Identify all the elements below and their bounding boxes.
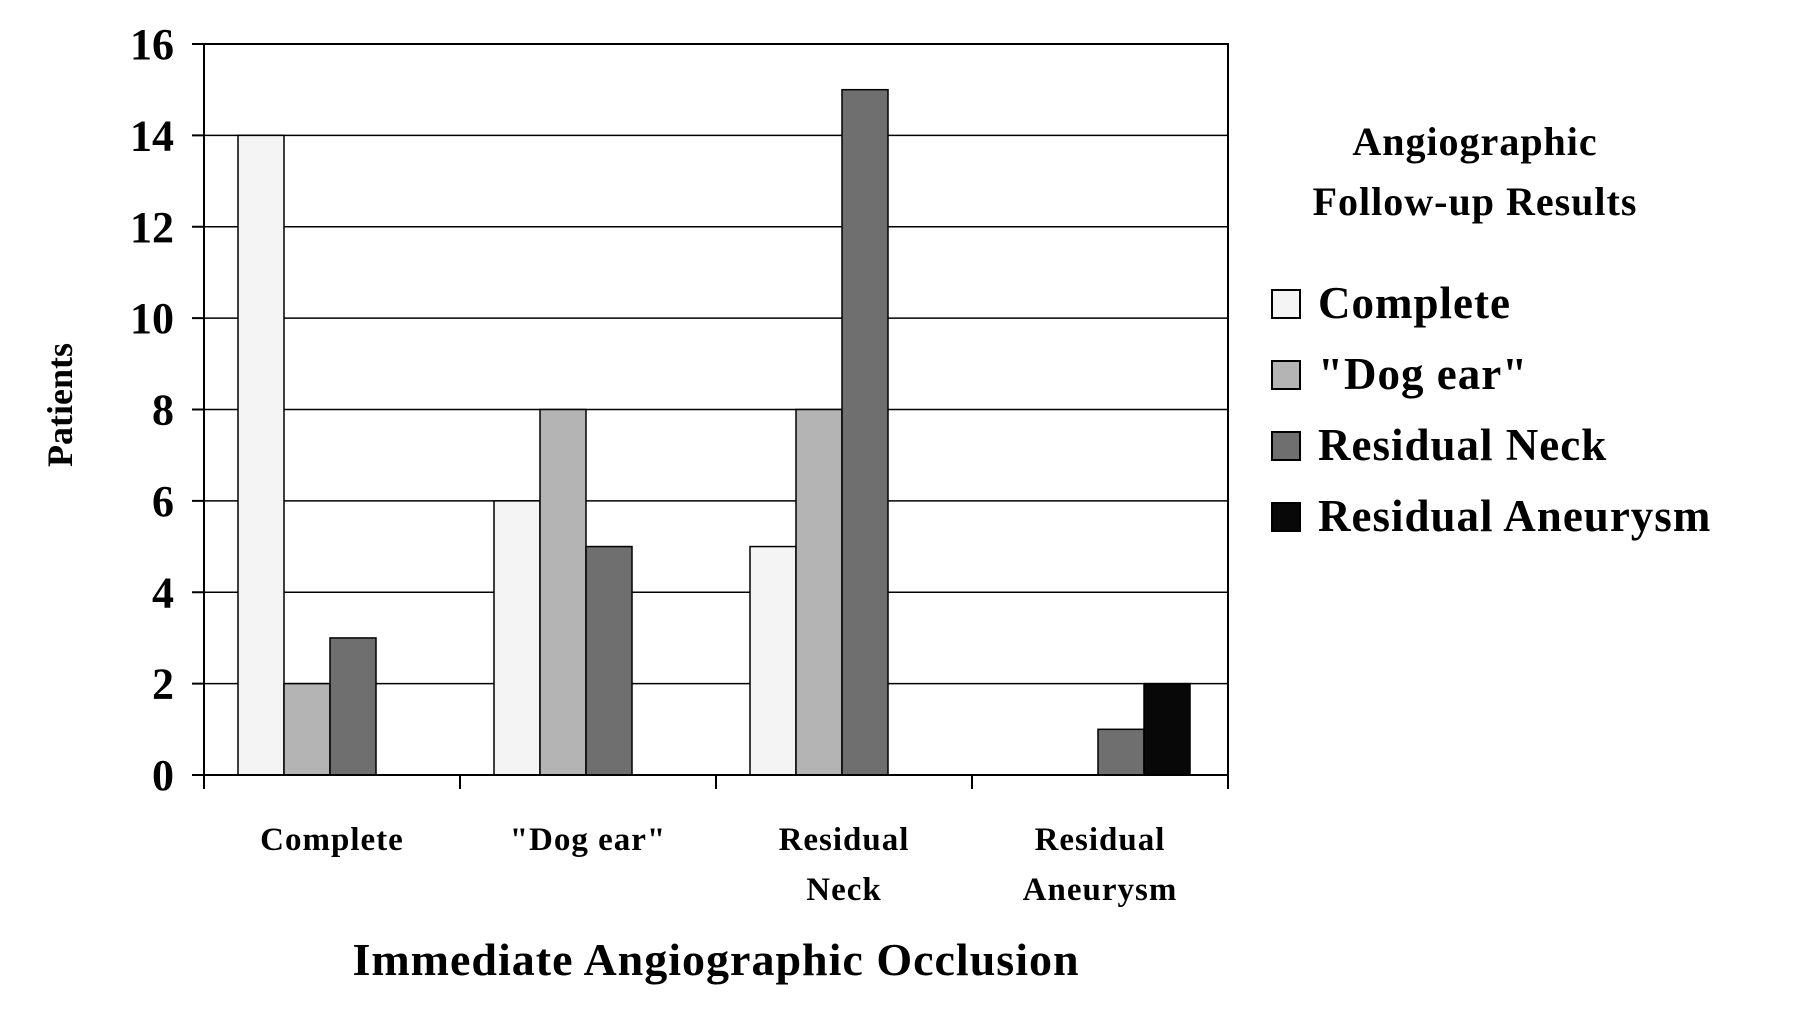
y-tick-label: 4: [152, 568, 174, 617]
bar-0-1: [493, 500, 541, 776]
legend-title-line-1: Angiographic: [1352, 119, 1597, 164]
x-tick-label: Residual: [779, 822, 910, 858]
legend-swatch: [1271, 431, 1301, 461]
y-tick-label: 6: [152, 477, 174, 526]
y-tick-labels: 0 2 4 6 8 10 12 14 16: [130, 20, 174, 800]
bars: [237, 88, 1191, 776]
bar-2-3: [1097, 728, 1145, 776]
legend-items: Complete "Dog ear" Residual Neck Residual A…: [1271, 278, 1711, 541]
x-axis-title: Immediate Angiographic Occlusion: [352, 934, 1079, 985]
x-tick-label: Residual: [1035, 822, 1166, 858]
bar-1-0: [283, 682, 331, 776]
legend-swatch: [1271, 360, 1301, 390]
bar-3-3: [1143, 682, 1191, 776]
y-tick-label: 2: [152, 660, 174, 709]
bar-1-2: [795, 408, 843, 776]
y-tick-label: 12: [130, 203, 174, 252]
x-tick-label: Aneurysm: [1023, 872, 1178, 908]
x-tick-label: "Dog ear": [510, 822, 667, 858]
y-tick-label: 10: [130, 294, 174, 343]
y-axis-title: Patients: [40, 343, 80, 467]
y-tick-label: 8: [152, 386, 174, 435]
legend-swatch: [1271, 289, 1301, 319]
x-tick-labels: Complete "Dog ear" Residual Neck Residual Ane…: [260, 822, 1178, 908]
bar-0-0: [237, 134, 285, 776]
bar-2-2: [841, 88, 889, 776]
bar-0-2: [749, 545, 797, 776]
x-tick-label: Neck: [806, 872, 881, 908]
legend-label: Residual Aneurysm: [1318, 491, 1711, 541]
x-tick-label: Complete: [260, 822, 404, 858]
y-tick-label: 16: [130, 20, 174, 69]
bar-2-0: [329, 637, 377, 776]
legend-label: Residual Neck: [1318, 420, 1607, 470]
bar-2-1: [585, 545, 633, 776]
legend-label: "Dog ear": [1318, 349, 1528, 399]
y-tick-label: 14: [130, 111, 174, 160]
axes: [192, 43, 1229, 789]
legend-swatch: [1271, 502, 1301, 532]
legend-label: Complete: [1318, 278, 1511, 328]
legend: Angiographic Follow-up Results Complete "…: [1271, 119, 1711, 541]
legend-title-line-2: Follow-up Results: [1313, 179, 1638, 224]
bar-1-1: [539, 408, 587, 776]
y-tick-label: 0: [152, 751, 174, 800]
gridlines: [204, 134, 1228, 685]
